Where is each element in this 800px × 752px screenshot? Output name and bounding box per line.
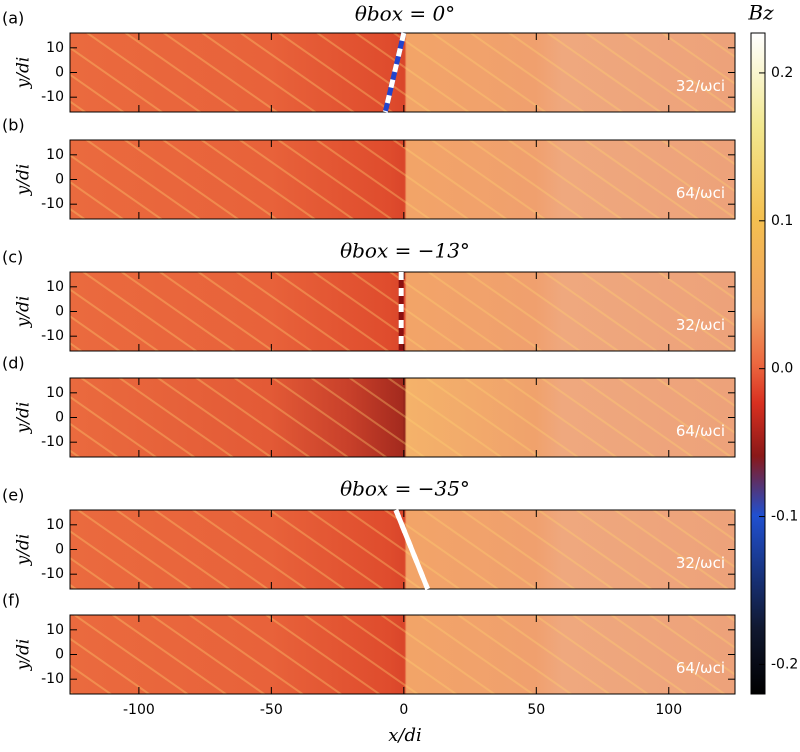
colorbar-tick-label: 0.1: [771, 213, 793, 229]
x-tick-label: 50: [527, 702, 545, 718]
y-tick-label: 10: [46, 385, 64, 401]
y-tick-label: 10: [46, 40, 64, 56]
colorbar-title: Bz: [747, 1, 774, 25]
x-tick-label: 0: [399, 702, 408, 718]
y-axis-label: y/di: [14, 57, 34, 90]
panel-label: (f): [2, 591, 20, 610]
colorbar-tick-label: 0.0: [771, 361, 793, 377]
y-tick-label: -10: [41, 434, 64, 450]
x-tick-label: -50: [260, 702, 283, 718]
y-tick-label: 0: [55, 542, 64, 558]
panel-label: (d): [2, 354, 25, 373]
x-tick-label: -100: [123, 702, 155, 718]
colorbar-tick-label: -0.2: [771, 656, 798, 672]
y-axis-label: y/di: [14, 402, 34, 435]
time-label: 32/ωci: [676, 316, 725, 334]
y-axis-label: y/di: [14, 639, 34, 672]
panel-label: (a): [2, 9, 24, 28]
y-axis-label: y/di: [14, 534, 34, 567]
time-label: 32/ωci: [676, 554, 725, 572]
colorbar-tick-label: -0.1: [771, 509, 798, 525]
y-tick-label: -10: [41, 89, 64, 105]
colorbar: [750, 32, 766, 695]
time-label: 32/ωci: [676, 77, 725, 95]
y-tick-label: 10: [46, 147, 64, 163]
panel-title: θbox = −35°: [340, 477, 470, 501]
panel-label: (e): [2, 486, 24, 505]
x-tick-label: 100: [655, 702, 682, 718]
colorbar-tick-label: 0.2: [771, 65, 793, 81]
y-tick-label: 10: [46, 622, 64, 638]
shock-line-dash: [382, 32, 407, 113]
panel-title: θbox = −13°: [340, 239, 470, 263]
panel-label: (b): [2, 116, 25, 135]
y-tick-label: 0: [55, 65, 64, 81]
y-tick-label: -10: [41, 566, 64, 582]
y-tick-label: -10: [41, 328, 64, 344]
y-tick-label: 0: [55, 410, 64, 426]
panel-title: θbox = 0°: [355, 2, 455, 26]
y-tick-label: 0: [55, 172, 64, 188]
shock-line-dash: [393, 509, 430, 590]
time-label: 64/ωci: [676, 422, 725, 440]
y-tick-label: 0: [55, 647, 64, 663]
panel-label: (c): [2, 248, 23, 267]
heatmap-texture: [70, 615, 735, 694]
x-axis-label: x/di: [388, 725, 422, 746]
time-label: 64/ωci: [676, 659, 725, 677]
y-tick-label: -10: [41, 671, 64, 687]
y-axis-label: y/di: [14, 164, 34, 197]
y-axis-label: y/di: [14, 296, 34, 329]
heatmap-texture: [70, 140, 735, 219]
heatmap-texture: [70, 378, 735, 457]
time-label: 64/ωci: [676, 184, 725, 202]
y-tick-label: 10: [46, 279, 64, 295]
y-tick-label: -10: [41, 196, 64, 212]
y-tick-label: 10: [46, 517, 64, 533]
y-tick-label: 0: [55, 304, 64, 320]
